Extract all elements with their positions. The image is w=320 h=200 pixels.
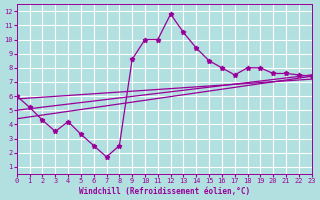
X-axis label: Windchill (Refroidissement éolien,°C): Windchill (Refroidissement éolien,°C) [79,187,250,196]
